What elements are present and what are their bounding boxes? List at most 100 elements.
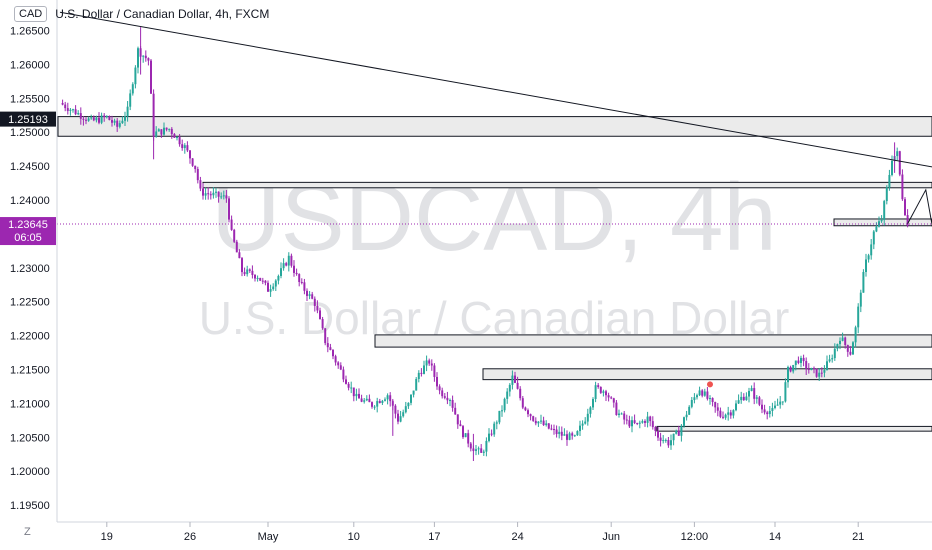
price-tick-label: 1.25500 bbox=[10, 93, 50, 105]
candle-body bbox=[337, 362, 340, 366]
candle-body bbox=[514, 375, 516, 383]
candle-body bbox=[464, 433, 467, 438]
candle-body bbox=[610, 397, 613, 399]
candle-body bbox=[204, 193, 207, 196]
candle-body bbox=[781, 401, 784, 403]
candle-body bbox=[792, 364, 795, 372]
projection-path[interactable] bbox=[907, 188, 932, 335]
candle-body bbox=[241, 258, 243, 273]
candle-body bbox=[150, 60, 152, 94]
candle-body bbox=[872, 231, 875, 245]
candle-body bbox=[282, 263, 285, 269]
candle-body bbox=[542, 420, 545, 426]
candle-body bbox=[831, 358, 834, 360]
candle-body bbox=[558, 431, 561, 435]
chart-title: U.S. Dollar / Canadian Dollar, 4h, FXCM bbox=[55, 7, 270, 21]
candle-body bbox=[761, 404, 763, 410]
candle-body bbox=[537, 421, 540, 424]
candle-body bbox=[456, 414, 459, 425]
candle-body bbox=[469, 443, 472, 449]
candle-body bbox=[306, 290, 308, 296]
trend-line[interactable] bbox=[59, 11, 932, 171]
candle-body bbox=[750, 388, 753, 391]
candle-body bbox=[888, 174, 891, 188]
price-scale[interactable]: 1.26500 1.26000 1.25500 1.25000 1.24500 1.240… bbox=[10, 26, 50, 513]
candle-body bbox=[703, 391, 706, 396]
candle-body bbox=[480, 448, 483, 453]
candle-body bbox=[261, 280, 264, 282]
candle-body bbox=[823, 370, 826, 373]
candle-body bbox=[852, 342, 854, 355]
candle-body bbox=[841, 337, 844, 341]
candle-body bbox=[670, 440, 672, 446]
candle-body bbox=[547, 423, 550, 429]
candle-body bbox=[836, 344, 839, 349]
candle-body bbox=[191, 158, 194, 166]
candle-body bbox=[615, 402, 618, 416]
candle-body bbox=[365, 398, 368, 401]
zone-box[interactable] bbox=[57, 116, 932, 137]
candle-body bbox=[131, 84, 134, 94]
candle-body bbox=[553, 429, 555, 431]
candle-body bbox=[412, 390, 415, 395]
zone-box[interactable] bbox=[374, 334, 932, 348]
candle-body bbox=[875, 226, 878, 232]
candle-body bbox=[399, 416, 402, 422]
candle-body bbox=[425, 360, 428, 366]
candle-body bbox=[324, 328, 327, 344]
candle-body bbox=[355, 393, 358, 397]
candle-body bbox=[826, 361, 828, 371]
candle-body bbox=[501, 410, 503, 412]
candle-body bbox=[579, 425, 581, 432]
candle-body bbox=[446, 397, 449, 401]
candle-body bbox=[61, 103, 64, 105]
candle-body bbox=[672, 433, 675, 441]
candle-body bbox=[163, 127, 165, 135]
zoom-button[interactable]: Z bbox=[24, 526, 31, 538]
candle-body bbox=[183, 145, 186, 149]
candle-body bbox=[326, 343, 329, 348]
candle-body bbox=[358, 393, 360, 399]
candle-body bbox=[105, 116, 108, 118]
zone-box[interactable] bbox=[482, 368, 932, 381]
candle-body bbox=[524, 407, 527, 411]
candle-body bbox=[342, 369, 345, 380]
time-scale[interactable]: 19 26 May 10 17 24 Jun 12:00 14 21 bbox=[101, 522, 865, 543]
candle-body bbox=[618, 413, 620, 416]
candle-body bbox=[794, 360, 797, 365]
candle-body bbox=[586, 413, 589, 422]
time-tick-label: 14 bbox=[769, 531, 781, 543]
candle-body bbox=[199, 180, 202, 189]
zone-box[interactable] bbox=[656, 425, 932, 432]
candle-body bbox=[732, 410, 735, 416]
candle-body bbox=[568, 433, 571, 440]
candle-body bbox=[508, 384, 511, 392]
time-tick-label: 21 bbox=[852, 531, 864, 543]
zone-box[interactable] bbox=[202, 181, 932, 189]
current-price-label: 1.23645 bbox=[8, 219, 48, 231]
candle-body bbox=[381, 400, 384, 403]
candle-body bbox=[820, 372, 823, 374]
candle-body bbox=[212, 192, 215, 196]
candle-body bbox=[901, 174, 904, 200]
candle-body bbox=[459, 424, 462, 427]
candle-body bbox=[628, 420, 631, 427]
candle-body bbox=[118, 123, 121, 127]
candle-body bbox=[160, 129, 163, 135]
candle-body bbox=[386, 395, 389, 400]
time-tick-label: Jun bbox=[602, 531, 620, 543]
zone-box[interactable] bbox=[833, 218, 932, 227]
currency-badge[interactable]: CAD bbox=[14, 6, 48, 22]
candle-body bbox=[308, 294, 311, 296]
candle-body bbox=[631, 420, 633, 427]
candle-body bbox=[74, 109, 77, 115]
candle-body bbox=[285, 263, 288, 266]
price-tick-label: 1.21000 bbox=[10, 398, 50, 410]
candle-body bbox=[865, 259, 867, 273]
candle-body bbox=[774, 405, 776, 408]
candle-body bbox=[332, 350, 334, 357]
candle-body bbox=[319, 310, 321, 320]
time-tick-label: 10 bbox=[348, 531, 360, 543]
candle-body bbox=[727, 412, 730, 415]
